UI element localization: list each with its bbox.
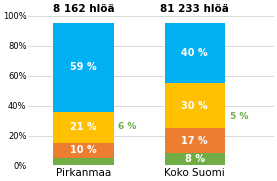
Text: 6 %: 6 % <box>119 122 137 131</box>
Bar <box>165 23 225 83</box>
Bar <box>165 83 225 128</box>
Text: 5 %: 5 % <box>230 111 248 121</box>
Text: 59 %: 59 % <box>70 62 97 72</box>
Text: 17 %: 17 % <box>181 136 208 146</box>
Bar <box>53 158 114 165</box>
Bar <box>53 111 114 143</box>
Text: 8 %: 8 % <box>185 154 205 165</box>
Text: 21 %: 21 % <box>70 122 97 132</box>
Text: 10 %: 10 % <box>70 146 97 155</box>
Text: 81 233 hlöä: 81 233 hlöä <box>160 4 229 14</box>
Text: 8 162 hlöä: 8 162 hlöä <box>53 4 114 14</box>
Text: 30 %: 30 % <box>181 101 208 111</box>
Text: 40 %: 40 % <box>181 48 208 58</box>
Bar <box>165 153 225 165</box>
Bar <box>53 143 114 158</box>
Bar <box>53 23 114 111</box>
Bar <box>165 128 225 153</box>
